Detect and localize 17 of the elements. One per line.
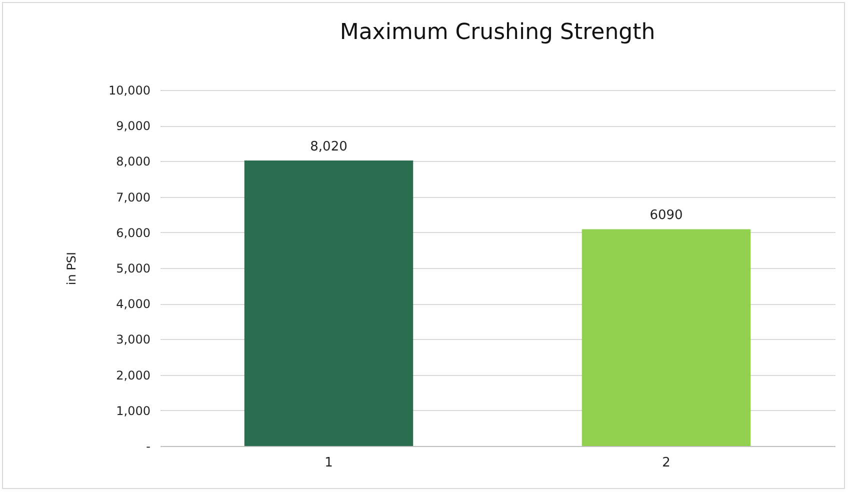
y-tick-label: 3,000 [116, 332, 150, 347]
y-axis-title: in PSI [64, 252, 79, 286]
y-tick-label: 2,000 [116, 368, 150, 382]
y-tick-label: 5,000 [116, 262, 150, 276]
y-tick-label: 10,000 [108, 84, 150, 98]
x-tick-label: 2 [662, 456, 670, 470]
data-label: 8,020 [310, 139, 348, 154]
y-tick-label: 6,000 [116, 226, 150, 240]
data-label: 6090 [650, 208, 683, 224]
x-tick-label: 1 [324, 456, 333, 470]
y-tick-label: - [146, 440, 150, 454]
chart-title: Maximum Crushing Strength [340, 20, 656, 45]
y-tick-label: 7,000 [116, 190, 150, 204]
y-tick-label: 4,000 [116, 297, 150, 312]
y-tick-label: 1,000 [116, 404, 150, 418]
y-tick-label: 9,000 [116, 119, 150, 134]
y-tick-label: 8,000 [116, 154, 150, 169]
